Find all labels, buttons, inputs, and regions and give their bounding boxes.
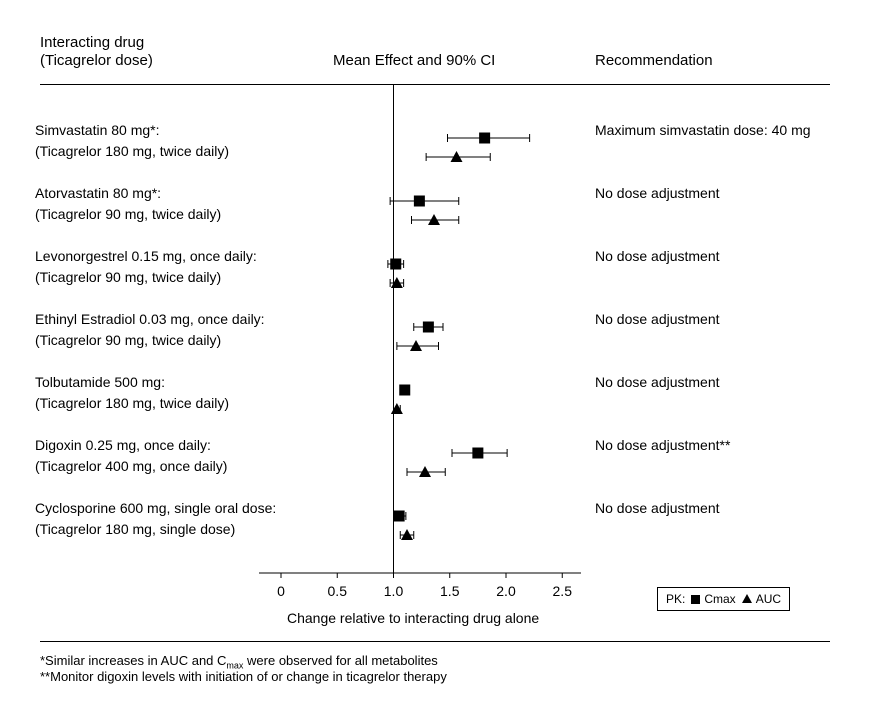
footnote-digoxin: **Monitor digoxin levels with initiation…	[40, 669, 447, 684]
drug-name: Ethinyl Estradiol 0.03 mg, once daily:	[35, 311, 265, 327]
x-tick-label: 0.5	[328, 583, 348, 599]
ticagrelor-dose: (Ticagrelor 90 mg, twice daily)	[35, 206, 222, 222]
auc-point	[419, 466, 431, 477]
legend-prefix: PK:	[666, 592, 686, 606]
auc-point	[428, 214, 440, 225]
legend-auc-label: AUC	[755, 592, 782, 606]
x-tick-label: 2.0	[496, 583, 516, 599]
drug-name: Levonorgestrel 0.15 mg, once daily:	[35, 248, 257, 264]
drug-row-label: Atorvastatin 80 mg*: (Ticagrelor 90 mg, t…	[35, 183, 221, 225]
ticagrelor-dose: (Ticagrelor 90 mg, twice daily)	[35, 332, 222, 348]
footnote-metabolites-start: *Similar increases in AUC and C	[40, 653, 227, 668]
recommendation-text: No dose adjustment	[595, 185, 720, 201]
auc-point	[450, 151, 463, 162]
header-interacting-drug: Interacting drug	[40, 34, 145, 51]
header-rule	[40, 84, 830, 85]
legend-triangle-icon	[741, 594, 752, 603]
auc-point	[390, 403, 403, 414]
drug-name: Cyclosporine 600 mg, single oral dose:	[35, 500, 277, 516]
auc-point	[390, 277, 403, 288]
drug-row-label: Ethinyl Estradiol 0.03 mg, once daily: (T…	[35, 309, 265, 351]
footer-rule	[40, 641, 830, 642]
legend-square-icon	[691, 595, 701, 604]
cmax-point	[393, 510, 405, 522]
cmax-point	[479, 132, 491, 144]
x-tick-label: 2.5	[553, 583, 573, 599]
header-ticagrelor-dose: (Ticagrelor dose)	[40, 52, 153, 69]
ticagrelor-dose: (Ticagrelor 400 mg, once daily)	[35, 458, 228, 474]
ticagrelor-dose: (Ticagrelor 90 mg, twice daily)	[35, 269, 222, 285]
recommendation-text: No dose adjustment	[595, 311, 720, 327]
header-mean-effect: Mean Effect and 90% CI	[333, 52, 496, 69]
legend: PK: Cmax AUC	[657, 587, 790, 611]
footnote-metabolites-end: were observed for all metabolites	[243, 653, 438, 668]
x-tick-label: 1.5	[440, 583, 460, 599]
auc-point	[401, 529, 413, 540]
ticagrelor-dose: (Ticagrelor 180 mg, single dose)	[35, 521, 236, 537]
x-tick-label: 0	[277, 583, 285, 599]
recommendation-text: No dose adjustment	[595, 500, 720, 516]
drug-name: Tolbutamide 500 mg:	[35, 374, 165, 390]
legend-cmax-label: Cmax	[704, 592, 736, 606]
drug-row-label: Simvastatin 80 mg*: (Ticagrelor 180 mg, t…	[35, 120, 229, 162]
ticagrelor-dose: (Ticagrelor 180 mg, twice daily)	[35, 143, 229, 159]
drug-row-label: Cyclosporine 600 mg, single oral dose: (T…	[35, 498, 276, 540]
drug-row-label: Levonorgestrel 0.15 mg, once daily: (Tica…	[35, 246, 257, 288]
drug-row-label: Digoxin 0.25 mg, once daily: (Ticagrelor …	[35, 435, 227, 477]
recommendation-text: Maximum simvastatin dose: 40 mg	[595, 122, 811, 138]
drug-name: Atorvastatin 80 mg*:	[35, 185, 162, 201]
recommendation-text: No dose adjustment**	[595, 437, 731, 453]
ticagrelor-dose: (Ticagrelor 180 mg, twice daily)	[35, 395, 229, 411]
x-axis-title: Change relative to interacting drug alon…	[287, 610, 540, 626]
recommendation-text: No dose adjustment	[595, 374, 720, 390]
drug-name: Simvastatin 80 mg*:	[35, 122, 160, 138]
header-recommendation: Recommendation	[595, 52, 713, 69]
cmax-point	[399, 384, 411, 396]
drug-name: Digoxin 0.25 mg, once daily:	[35, 437, 211, 453]
x-tick-label: 1.0	[384, 583, 404, 599]
footnote-metabolites: *Similar increases in AUC and Cmax were …	[40, 653, 438, 674]
cmax-point	[390, 258, 402, 270]
cmax-point	[422, 321, 434, 333]
recommendation-text: No dose adjustment	[595, 248, 720, 264]
cmax-point	[413, 195, 425, 207]
drug-row-label: Tolbutamide 500 mg: (Ticagrelor 180 mg, t…	[35, 372, 229, 414]
footnote-cmax-subscript: max	[226, 660, 244, 671]
auc-point	[410, 340, 422, 351]
cmax-point	[472, 447, 484, 459]
